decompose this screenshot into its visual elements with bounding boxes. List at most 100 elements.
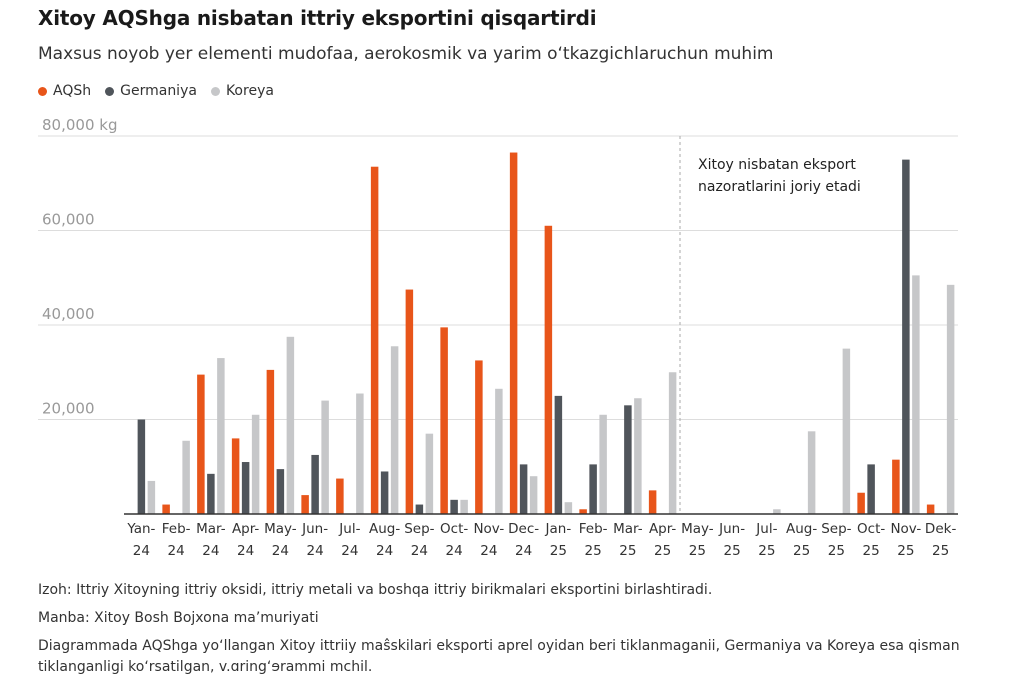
x-tick-label-year: 24 — [272, 543, 289, 559]
bar-aqsh-2 — [197, 374, 205, 514]
bar-aqsh-9 — [440, 327, 448, 514]
bar-koreya-5 — [321, 400, 329, 514]
legend-dot-germaniya — [105, 86, 115, 96]
bar-aqsh-7 — [370, 166, 379, 514]
x-tick-label-month: Dec- — [508, 521, 539, 537]
bar-germaniya-0 — [137, 419, 146, 514]
x-tick-label-year: 24 — [202, 543, 219, 559]
bar-germaniya-4 — [276, 469, 285, 514]
bar-koreya-23 — [946, 284, 955, 514]
bar-koreya-6 — [356, 393, 364, 514]
bar-germaniya-7 — [380, 471, 389, 514]
x-tick-label-year: 24 — [480, 543, 497, 559]
x-tick-label-month: Mar- — [196, 521, 226, 537]
x-tick-label-month: Aug- — [369, 521, 400, 537]
bar-koreya-2 — [217, 358, 225, 514]
bar-aqsh-21 — [857, 492, 865, 514]
bar-koreya-15 — [668, 372, 677, 514]
x-tick-label-year: 25 — [724, 543, 741, 559]
x-tick-label-year: 25 — [550, 543, 567, 559]
x-tick-label-year: 24 — [168, 543, 185, 559]
x-tick-label-month: Oct- — [440, 521, 468, 537]
bar-koreya-3 — [251, 414, 260, 514]
x-tick-label-month: Dek- — [925, 521, 957, 537]
bar-aqsh-12 — [544, 225, 553, 514]
x-tick-label-year: 25 — [654, 543, 671, 559]
x-tick-label-year: 24 — [237, 543, 254, 559]
x-tick-label-year: 25 — [828, 543, 845, 559]
x-tick-label-year: 24 — [133, 543, 150, 559]
y-tick-label: 60,000 — [42, 211, 95, 229]
legend-label-aqsh: AQSh — [53, 83, 92, 99]
legend-label-koreya: Koreya — [225, 83, 274, 99]
bar-koreya-8 — [425, 433, 434, 514]
x-tick-label-month: Apr- — [649, 521, 676, 537]
bar-aqsh-5 — [301, 495, 309, 514]
x-tick-label-year: 25 — [619, 543, 636, 559]
bar-aqsh-6 — [336, 478, 344, 514]
bar-aqsh-13 — [579, 509, 587, 514]
x-tick-label-month: Jun- — [718, 521, 745, 537]
bar-koreya-9 — [460, 499, 468, 514]
bar-koreya-4 — [286, 336, 295, 514]
bar-aqsh-4 — [266, 369, 275, 514]
x-tick-label-year: 25 — [689, 543, 706, 559]
y-tick-label: 20,000 — [42, 400, 95, 418]
x-tick-label-month: Apr- — [232, 521, 259, 537]
bar-germaniya-2 — [207, 473, 215, 514]
bar-germaniya-14 — [624, 405, 632, 514]
legend-label-germaniya: Germaniya — [120, 83, 197, 99]
y-tick-label: 40,000 — [42, 305, 95, 323]
notes: Izoh: Ittriy Xitoyning ittriy oksidi, it… — [38, 580, 998, 678]
x-tick-label-month: Jan- — [545, 521, 572, 537]
bar-germaniya-9 — [450, 499, 458, 514]
bar-koreya-12 — [564, 502, 573, 514]
legend: AQSh Germaniya Koreya — [38, 83, 274, 99]
bar-koreya-22 — [912, 275, 920, 514]
note-description: Diagrammada AQShga yo‘llangan Xitoy ittr… — [38, 638, 960, 675]
legend-item-germaniya: Germaniya — [105, 83, 197, 99]
bar-koreya-10 — [495, 388, 503, 514]
legend-item-aqsh: AQSh — [38, 83, 91, 99]
x-tick-label-month: Sep- — [404, 521, 434, 537]
x-tick-label-month: May- — [264, 521, 297, 537]
bar-koreya-13 — [599, 414, 607, 514]
x-tick-label-month: Feb- — [162, 521, 191, 537]
bar-koreya-19 — [807, 431, 816, 514]
note-izoh: Izoh: Ittriy Xitoyning ittriy oksidi, it… — [38, 582, 713, 598]
x-tick-label-year: 24 — [446, 543, 463, 559]
bar-koreya-14 — [634, 398, 642, 514]
x-tick-label-year: 25 — [793, 543, 810, 559]
x-tick-label-month: Yan- — [126, 521, 155, 537]
bar-koreya-11 — [529, 476, 538, 514]
annotation-text: nazoratlarini joriy etadi — [698, 179, 861, 195]
bar-germaniya-21 — [867, 464, 875, 514]
x-tick-label-month: Jun- — [301, 521, 328, 537]
bar-aqsh-15 — [648, 490, 657, 514]
bar-aqsh-10 — [475, 360, 483, 514]
x-tick-label-year: 24 — [307, 543, 324, 559]
bar-aqsh-23 — [926, 504, 935, 514]
x-tick-label-year: 25 — [932, 543, 949, 559]
bar-aqsh-1 — [162, 504, 170, 514]
x-tick-label-month: Sep- — [821, 521, 851, 537]
bar-koreya-1 — [182, 440, 190, 514]
x-tick-label-month: Mar- — [613, 521, 643, 537]
x-tick-label-month: Nov- — [473, 521, 504, 537]
x-tick-label-year: 25 — [585, 543, 602, 559]
x-tick-label-month: Feb- — [579, 521, 608, 537]
x-tick-label-year: 24 — [515, 543, 532, 559]
bar-germaniya-5 — [311, 454, 319, 514]
bar-aqsh-22 — [892, 459, 900, 514]
x-tick-label-year: 25 — [863, 543, 880, 559]
note-manba: Manba: Xitoy Bosh Bojxona ma’muriyati — [38, 610, 319, 626]
x-tick-label-year: 24 — [341, 543, 358, 559]
bar-aqsh-11 — [509, 152, 518, 514]
bar-germaniya-13 — [589, 464, 597, 514]
y-tick-label: 80,000 kg — [42, 116, 117, 134]
legend-dot-aqsh — [38, 86, 47, 96]
bar-koreya-0 — [147, 480, 156, 514]
bar-germaniya-22 — [902, 159, 910, 514]
bar-aqsh-8 — [405, 289, 414, 514]
x-tick-label-year: 25 — [897, 543, 914, 559]
